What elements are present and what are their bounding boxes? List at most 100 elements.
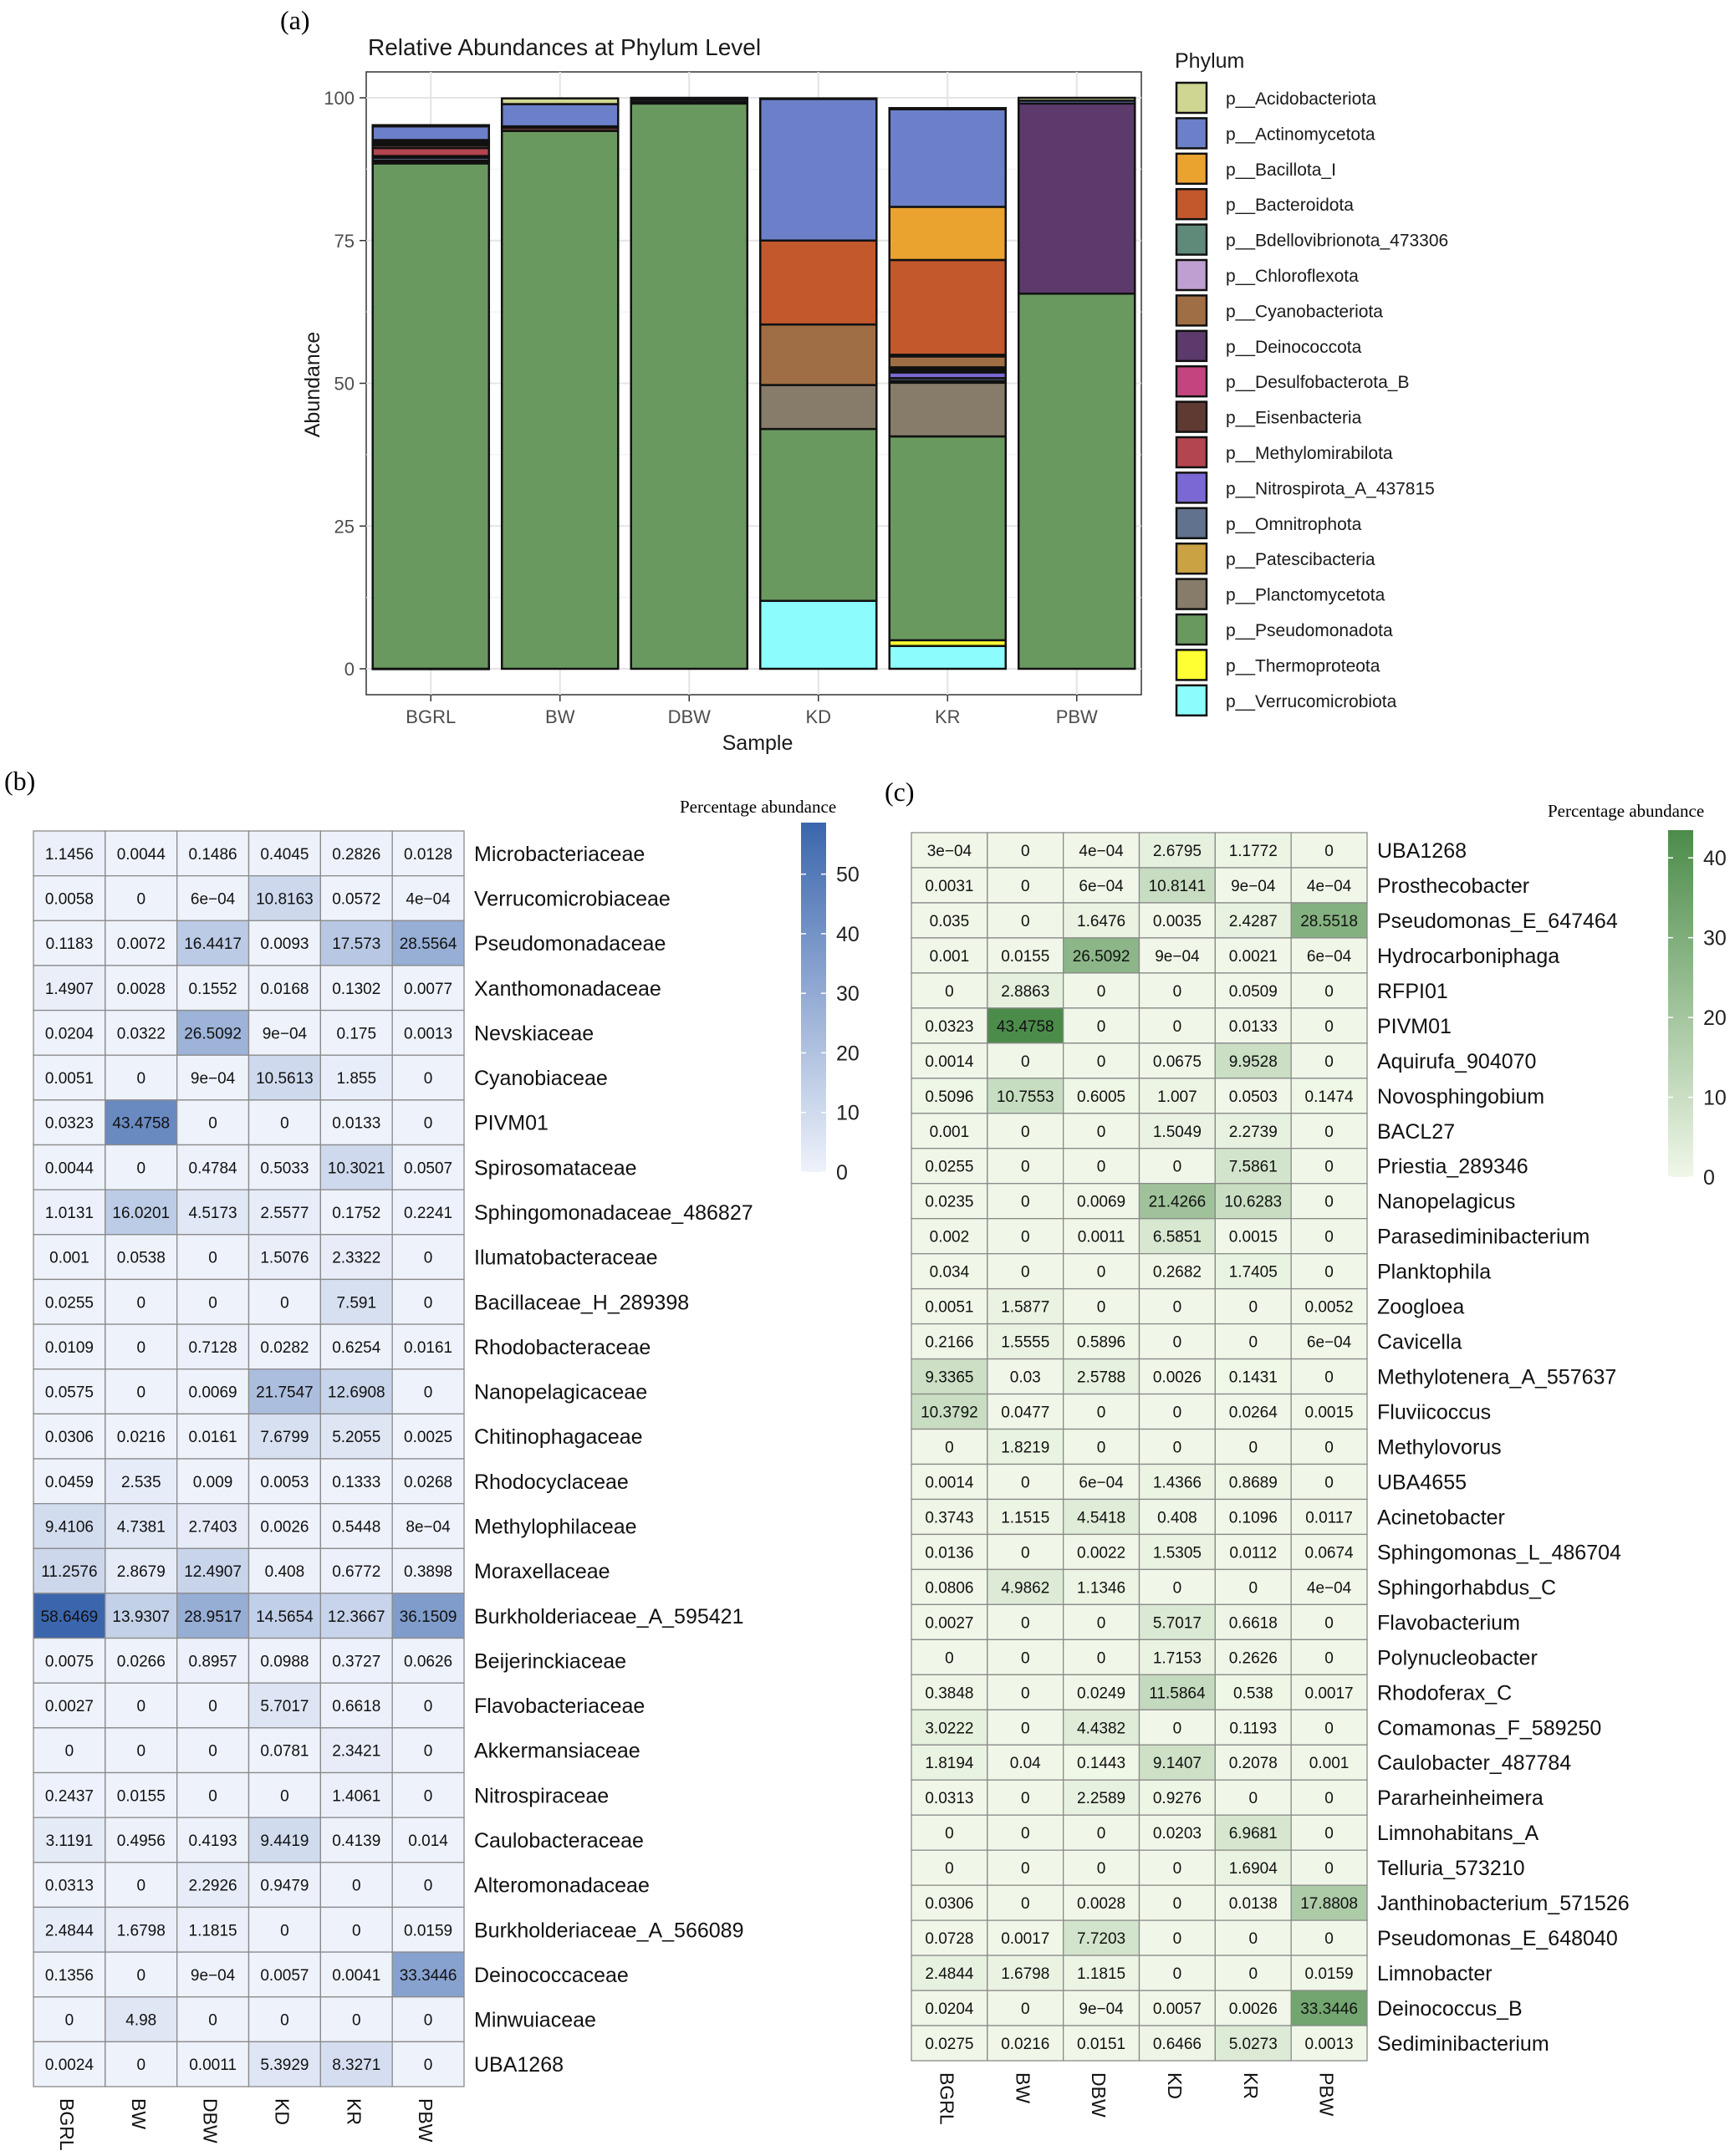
heatmap-cell: [176, 1369, 250, 1415]
cell-value: 0.0306: [925, 1895, 973, 1913]
heatmap-cell: [1290, 1884, 1368, 1921]
panel-b-label: (b): [4, 766, 35, 796]
legend-title: Phylum: [1175, 49, 1244, 73]
row-label: Alteromonadaceae: [474, 1874, 650, 1898]
cell-value: 0.0322: [117, 1025, 166, 1042]
cell-value: 0.1183: [46, 935, 94, 953]
legend-entry: p__Verrucomicrobiota: [1226, 692, 1397, 711]
heatmap-cell: [987, 1709, 1064, 1746]
column-label: KR: [343, 2098, 365, 2125]
heatmap-cell: [987, 867, 1064, 904]
heatmap-cell: [105, 874, 178, 921]
bar-segment: [500, 130, 620, 670]
heatmap-cell: [33, 1323, 106, 1370]
cell-value: 0: [1248, 1930, 1258, 1948]
heatmap-cell: [33, 1369, 106, 1415]
cell-value: 0: [1324, 1649, 1334, 1667]
cell-value: 0.0275: [925, 2036, 973, 2053]
heatmap-cell: [1214, 2025, 1292, 2062]
cell-value: 21.7547: [256, 1384, 314, 1402]
cell-value: 0: [208, 1294, 217, 1312]
cell-value: 1.5076: [260, 1250, 309, 1267]
cell-value: 0: [1097, 983, 1106, 1001]
cell-value: 0.0028: [1077, 1895, 1125, 1913]
heatmap-cell: [911, 1955, 988, 1991]
cell-value: 0.0138: [1229, 1895, 1278, 1913]
heatmap-cell: [1214, 902, 1292, 939]
cell-value: 0: [1097, 1264, 1106, 1282]
heatmap-cell: [1214, 1113, 1292, 1149]
heatmap-cell: [987, 1884, 1064, 1921]
cell-value: 0.0013: [1305, 2036, 1354, 2053]
heatmap-cell: [319, 1323, 393, 1370]
cell-value: 9e−04: [1155, 948, 1200, 966]
heatmap-cell: [1214, 1393, 1292, 1430]
heatmap-cell: [1138, 1358, 1216, 1395]
cell-value: 0: [1021, 1264, 1030, 1282]
cell-value: 0: [1248, 1965, 1258, 1983]
cell-value: 0.4139: [332, 1832, 380, 1850]
heatmap-cell: [391, 1996, 465, 2043]
heatmap-cell: [1063, 902, 1141, 939]
cell-value: 0: [1021, 1474, 1030, 1491]
heatmap-cell: [1214, 1674, 1292, 1710]
cell-value: 0.0509: [1229, 983, 1278, 1001]
cell-value: 0.4784: [189, 1160, 238, 1177]
row-label: PIVM01: [474, 1112, 549, 1135]
column-label: BW: [128, 2098, 150, 2129]
cell-value: 1.6798: [1001, 1965, 1049, 1983]
cell-value: 4.5418: [1077, 1509, 1125, 1527]
heatmap-cell: [1290, 972, 1368, 1009]
cell-value: 26.5092: [1073, 948, 1130, 966]
heatmap-cell: [1214, 1218, 1292, 1255]
heatmap-cell: [176, 1144, 250, 1190]
row-label: Rhodobacteraceae: [474, 1336, 651, 1359]
heatmap-cell: [1290, 1183, 1368, 1220]
heatmap-cell: [1063, 937, 1141, 974]
heatmap-cell: [247, 1817, 321, 1863]
legend-swatch: [1175, 258, 1208, 292]
cell-value: 0: [65, 2012, 74, 2030]
cell-value: 1.1772: [1229, 843, 1278, 860]
row-label: Nanopelagicus: [1377, 1190, 1515, 1214]
cell-value: 0.7128: [189, 1339, 237, 1357]
cell-value: 10.8141: [1149, 878, 1207, 895]
cell-value: 0: [1021, 1685, 1030, 1702]
heatmap-cell: [105, 1951, 178, 1998]
cell-value: 0: [1097, 1053, 1106, 1071]
heatmap-cell: [987, 1428, 1064, 1465]
heatmap-cell: [1290, 1533, 1368, 1571]
cell-value: 0: [208, 1115, 217, 1133]
cell-value: 2.2589: [1077, 1790, 1125, 1807]
heatmap-cell: [176, 830, 250, 877]
cell-value: 0: [208, 1698, 217, 1715]
row-label: BACL27: [1377, 1120, 1455, 1144]
cell-value: 0: [1324, 983, 1334, 1001]
row-label: UBA1268: [1377, 839, 1467, 863]
legend-entry: p__Bacillota_I: [1226, 161, 1336, 180]
heatmap-cell: [987, 1253, 1064, 1290]
stacked-bar-chart: Relative Abundances at Phylum Level 0 25 5…: [301, 34, 1448, 755]
cell-value: 0.0168: [260, 981, 309, 998]
heatmap-cell: [1138, 972, 1216, 1009]
heatmap-cell: [105, 1771, 178, 1818]
heatmap-cell: [176, 1458, 250, 1505]
cell-value: 2.8679: [117, 1563, 166, 1581]
cell-value: 0: [352, 2012, 361, 2030]
heatmap-cell: [911, 1393, 988, 1430]
cell-value: 0.0052: [1305, 1299, 1354, 1317]
heatmap-cell: [1138, 1113, 1216, 1149]
cell-value: 6e−04: [1079, 1474, 1124, 1491]
cell-value: 0.0031: [925, 878, 973, 895]
heatmap-cell: [1214, 1078, 1292, 1114]
row-label: Caulobacter_487784: [1377, 1751, 1571, 1775]
cell-value: 1.6476: [1077, 913, 1125, 930]
cell-value: 0: [1097, 1124, 1106, 1141]
cell-value: 0.0572: [332, 890, 380, 908]
heatmap-cell: [1214, 832, 1292, 869]
cell-value: 0.0503: [1229, 1088, 1278, 1106]
cell-value: 0.0216: [117, 1429, 166, 1446]
heatmap-cell: [911, 1744, 988, 1781]
cell-value: 0: [1324, 843, 1334, 860]
